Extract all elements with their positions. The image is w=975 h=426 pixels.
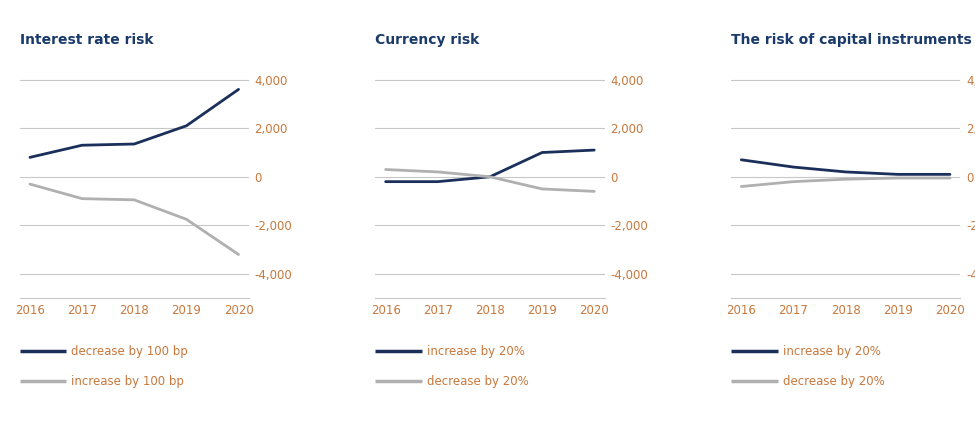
Text: increase by 20%: increase by 20% — [783, 345, 880, 358]
Text: decrease by 100 bp: decrease by 100 bp — [71, 345, 188, 358]
Text: increase by 20%: increase by 20% — [427, 345, 525, 358]
Text: The risk of capital instruments prices: The risk of capital instruments prices — [731, 33, 975, 47]
Text: Currency risk: Currency risk — [375, 33, 480, 47]
Text: increase by 100 bp: increase by 100 bp — [71, 375, 184, 388]
Text: Interest rate risk: Interest rate risk — [20, 33, 153, 47]
Text: decrease by 20%: decrease by 20% — [783, 375, 884, 388]
Text: decrease by 20%: decrease by 20% — [427, 375, 528, 388]
